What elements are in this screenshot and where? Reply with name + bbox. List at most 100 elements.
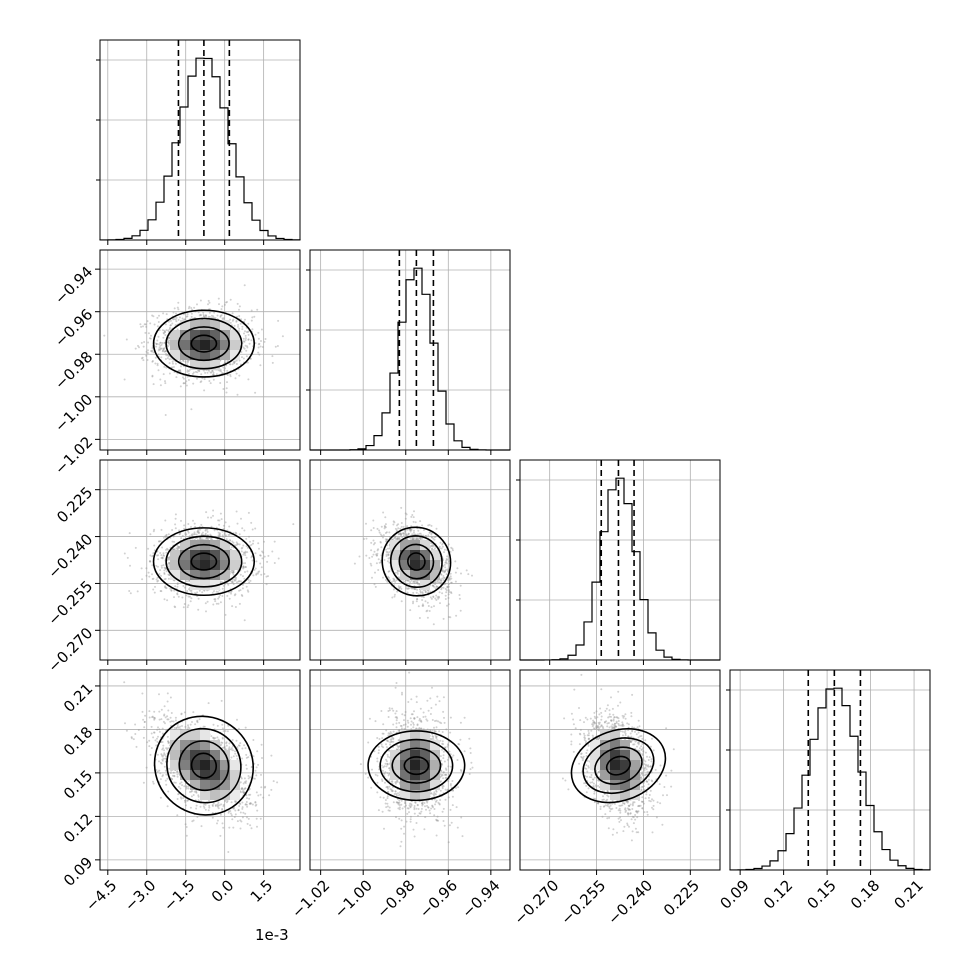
scatter-point: [234, 813, 237, 816]
scatter-point: [387, 553, 390, 556]
scatter-point: [458, 594, 461, 596]
scatter-point: [445, 591, 448, 594]
scatter-point: [378, 531, 381, 534]
scatter-point: [447, 603, 450, 606]
scatter-point: [414, 521, 417, 524]
scatter-point: [145, 325, 148, 328]
scatter-point: [370, 564, 373, 567]
scatter-point: [196, 371, 199, 374]
scatter-point: [450, 581, 453, 584]
scatter-point: [190, 315, 193, 318]
scatter-point: [257, 343, 260, 346]
scatter-point: [167, 341, 170, 343]
scatter-point: [164, 519, 167, 522]
scatter-point: [248, 581, 251, 584]
scatter-point: [238, 543, 241, 546]
scatter-point: [246, 345, 249, 348]
scatter-point: [155, 342, 158, 345]
scatter-point: [243, 577, 246, 580]
scatter-point: [396, 572, 399, 575]
scatter-point: [240, 318, 243, 321]
scatter-point: [396, 590, 399, 593]
scatter-point: [375, 562, 378, 565]
scatter-point: [192, 382, 195, 385]
scatter-point: [182, 377, 185, 380]
panel-2-1: [309, 459, 511, 665]
scatter-point: [207, 303, 209, 306]
scatter-point: [236, 302, 239, 305]
scatter-point: [243, 332, 245, 335]
scatter-point: [204, 528, 207, 531]
scatter-point: [136, 590, 139, 593]
scatter-point: [190, 408, 193, 411]
scatter-point: [238, 589, 241, 592]
scatter-point: [263, 340, 266, 343]
scatter-point: [152, 315, 155, 318]
scatter-point: [421, 599, 424, 601]
scatter-point: [222, 730, 225, 733]
scatter-point: [235, 510, 238, 513]
scatter-point: [161, 342, 164, 344]
scatter-point: [252, 539, 255, 542]
scatter-point: [188, 305, 191, 308]
scatter-point: [444, 598, 447, 600]
scatter-point: [245, 355, 248, 358]
scatter-point: [166, 599, 169, 602]
scatter-point: [180, 537, 183, 540]
scatter-point: [216, 314, 219, 317]
scatter-point: [165, 773, 168, 776]
scatter-point: [212, 316, 215, 319]
scatter-point: [205, 610, 207, 613]
scatter-point: [175, 376, 178, 379]
scatter-point: [128, 532, 131, 535]
scatter-point: [384, 516, 387, 519]
scatter-point: [266, 560, 269, 563]
scatter-point: [263, 573, 266, 575]
scatter-point: [164, 330, 166, 333]
scatter-point: [212, 509, 215, 512]
scatter-point: [168, 328, 171, 331]
scatter-point: [267, 554, 270, 557]
scatter-point: [160, 566, 163, 569]
scatter-point: [146, 320, 149, 323]
scatter-point: [372, 527, 375, 529]
scatter-point: [405, 587, 408, 590]
scatter-point: [432, 584, 435, 587]
scatter-point: [171, 362, 174, 365]
scatter-point: [437, 597, 440, 600]
scatter-point: [209, 382, 212, 385]
scatter-point: [236, 718, 238, 721]
scatter-point: [399, 527, 402, 530]
scatter-point: [373, 583, 376, 586]
scatter-point: [194, 370, 197, 373]
scatter-point: [176, 328, 179, 331]
scatter-point: [386, 538, 389, 541]
scatter-point: [386, 560, 389, 563]
scatter-point: [234, 606, 237, 608]
scatter-point: [155, 345, 158, 348]
scatter-point: [258, 342, 261, 345]
scatter-point: [187, 523, 190, 525]
scatter-point: [174, 318, 177, 321]
scatter-point: [167, 548, 169, 551]
scatter-point: [220, 370, 223, 373]
panel-3-0: [95, 669, 301, 875]
scatter-point: [224, 521, 227, 524]
density-cell: [390, 540, 400, 550]
scatter-point: [441, 545, 444, 548]
scatter-point: [254, 391, 257, 394]
scatter-point: [393, 593, 396, 596]
scatter-point: [198, 314, 201, 317]
scatter-point: [204, 533, 207, 536]
scatter-point: [395, 579, 398, 582]
scatter-point: [371, 555, 374, 558]
scatter-point: [158, 314, 160, 317]
scatter-point: [159, 796, 162, 799]
scatter-point: [444, 594, 447, 597]
scatter-point: [413, 510, 415, 513]
scatter-point: [217, 597, 220, 600]
panel-0-0: [96, 39, 301, 245]
scatter-point: [421, 537, 424, 540]
scatter-point: [238, 533, 241, 536]
scatter-point: [410, 515, 413, 518]
